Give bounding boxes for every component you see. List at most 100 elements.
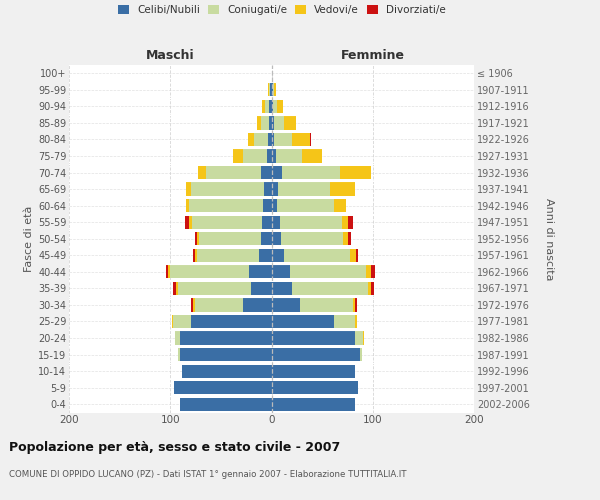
Bar	[330, 182, 355, 196]
Bar	[187, 199, 190, 212]
Bar	[278, 182, 330, 196]
Bar	[271, 265, 290, 278]
Bar	[199, 232, 262, 245]
Bar	[334, 199, 346, 212]
Bar	[181, 348, 271, 361]
Bar	[292, 282, 368, 295]
Bar	[268, 83, 269, 96]
Bar	[175, 332, 181, 344]
Bar	[349, 232, 352, 245]
Bar	[197, 166, 206, 179]
Bar	[262, 116, 269, 130]
Bar	[268, 150, 271, 162]
Bar	[254, 133, 268, 146]
Bar	[193, 298, 194, 312]
Bar	[269, 83, 271, 96]
Bar	[191, 298, 193, 312]
Bar	[271, 398, 355, 411]
Text: Popolazione per età, sesso e stato civile - 2007: Popolazione per età, sesso e stato civil…	[9, 441, 340, 454]
Bar	[271, 248, 284, 262]
Bar	[271, 332, 355, 344]
Bar	[206, 166, 262, 179]
Bar	[271, 348, 359, 361]
Bar	[271, 381, 358, 394]
Bar	[170, 265, 249, 278]
Bar	[272, 83, 274, 96]
Bar	[190, 199, 263, 212]
Bar	[269, 116, 271, 130]
Bar	[243, 298, 271, 312]
Bar	[233, 150, 243, 162]
Bar	[271, 315, 334, 328]
Bar	[277, 100, 283, 113]
Bar	[355, 315, 356, 328]
Bar	[262, 216, 271, 229]
Bar	[259, 248, 271, 262]
Bar	[265, 182, 271, 196]
Bar	[284, 248, 350, 262]
Bar	[343, 216, 349, 229]
Bar	[263, 199, 271, 212]
Bar	[280, 216, 343, 229]
Bar	[271, 282, 292, 295]
Bar	[175, 381, 271, 394]
Bar	[182, 364, 271, 378]
Bar	[173, 282, 176, 295]
Bar	[271, 232, 281, 245]
Bar	[249, 265, 271, 278]
Bar	[194, 248, 197, 262]
Bar	[262, 100, 265, 113]
Bar	[172, 315, 173, 328]
Bar	[365, 265, 371, 278]
Bar	[185, 216, 190, 229]
Bar	[173, 315, 191, 328]
Bar	[359, 348, 362, 361]
Bar	[243, 150, 268, 162]
Text: Femmine: Femmine	[341, 48, 405, 62]
Bar	[176, 282, 178, 295]
Bar	[262, 166, 271, 179]
Bar	[271, 364, 355, 378]
Bar	[265, 100, 269, 113]
Bar	[190, 216, 191, 229]
Bar	[271, 182, 278, 196]
Bar	[269, 100, 271, 113]
Bar	[271, 216, 280, 229]
Bar	[191, 216, 262, 229]
Bar	[194, 298, 243, 312]
Bar	[353, 298, 355, 312]
Bar	[191, 315, 271, 328]
Bar	[197, 248, 259, 262]
Y-axis label: Fasce di età: Fasce di età	[23, 206, 34, 272]
Bar	[271, 199, 277, 212]
Bar	[248, 133, 254, 146]
Bar	[271, 150, 275, 162]
Bar	[257, 116, 262, 130]
Bar	[197, 232, 199, 245]
Bar	[178, 282, 251, 295]
Bar	[168, 265, 170, 278]
Bar	[371, 265, 375, 278]
Bar	[343, 232, 349, 245]
Bar	[262, 232, 271, 245]
Bar	[310, 133, 311, 146]
Bar	[284, 116, 296, 130]
Bar	[281, 232, 343, 245]
Bar	[271, 83, 272, 96]
Bar	[178, 348, 181, 361]
Bar	[271, 133, 274, 146]
Bar	[349, 216, 353, 229]
Bar	[281, 166, 340, 179]
Text: COMUNE DI OPPIDO LUCANO (PZ) - Dati ISTAT 1° gennaio 2007 - Elaborazione TUTTITA: COMUNE DI OPPIDO LUCANO (PZ) - Dati ISTA…	[9, 470, 407, 479]
Bar	[271, 166, 281, 179]
Bar	[300, 298, 353, 312]
Bar	[302, 150, 322, 162]
Y-axis label: Anni di nascita: Anni di nascita	[544, 198, 554, 280]
Bar	[334, 315, 355, 328]
Bar	[187, 182, 191, 196]
Bar	[371, 282, 374, 295]
Bar	[274, 116, 284, 130]
Bar	[350, 248, 356, 262]
Bar	[368, 282, 371, 295]
Legend: Celibi/Nubili, Coniugati/e, Vedovi/e, Divorziati/e: Celibi/Nubili, Coniugati/e, Vedovi/e, Di…	[116, 2, 448, 17]
